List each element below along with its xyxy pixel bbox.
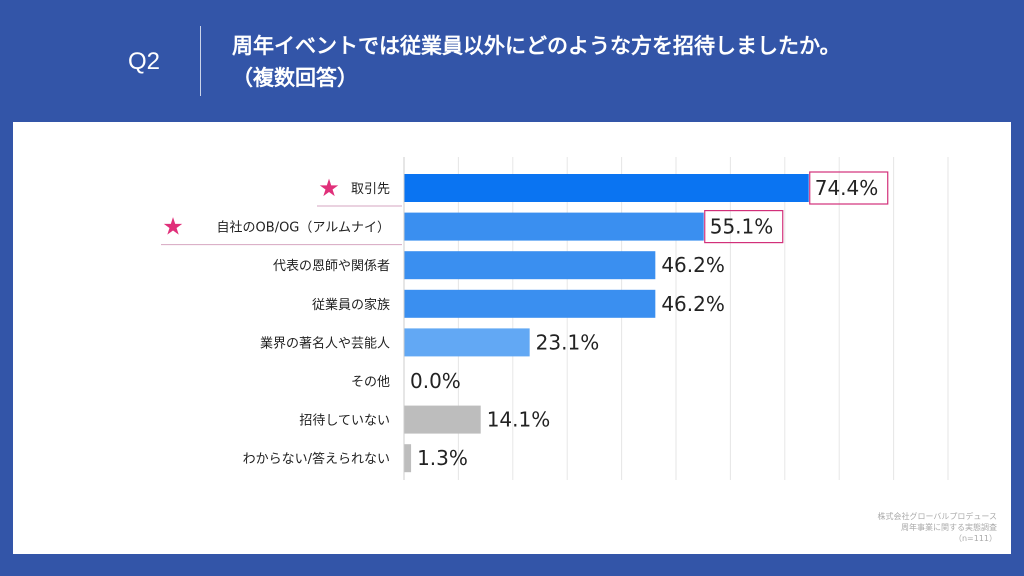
bar: [404, 289, 656, 318]
value-label: 23.1%: [536, 330, 600, 354]
value-label: 46.2%: [661, 292, 725, 316]
value-label: 46.2%: [661, 253, 725, 277]
value-highlight-box: [809, 171, 889, 205]
value-label: 74.4%: [815, 176, 879, 200]
bar: [404, 174, 809, 202]
question-title-line2: （複数回答）: [232, 66, 358, 90]
question-number: Q2: [128, 48, 161, 75]
category-label: その他: [351, 375, 390, 390]
category-label: 自社のOB/OG（アルムナイ）: [217, 220, 390, 236]
category-label: 従業員の家族: [312, 297, 390, 313]
bar: [404, 328, 530, 357]
bar: [404, 444, 412, 473]
value-label: 14.1%: [487, 408, 551, 432]
question-title-line1: 周年イベントでは従業員以外にどのような方を招待しましたか。: [232, 34, 841, 58]
value-label: 55.1%: [710, 215, 774, 239]
credit-sample-size: （n=111）: [953, 534, 997, 543]
value-label: 0.0%: [410, 369, 461, 393]
category-label: 取引先: [351, 182, 390, 197]
value-label: 1.3%: [417, 446, 468, 470]
category-label: わからない/答えられない: [243, 451, 390, 467]
credit-company: 株式会社グローバルプロデュース: [877, 512, 997, 521]
category-label: 代表の恩師や関係者: [273, 259, 390, 274]
bar: [404, 251, 656, 280]
credit: 株式会社グローバルプロデュース 周年事業に関する実態調査 （n=111）: [877, 511, 997, 544]
value-highlight-box: [704, 209, 784, 244]
bar: [404, 405, 481, 434]
credit-survey: 周年事業に関する実態調査: [901, 523, 997, 532]
category-label: 招待していない: [299, 414, 390, 429]
header-divider: [200, 26, 201, 96]
bar-chart: 取引先 74.4% ★ 自社のOB/OG（アルムナイ） 55.1% ★ 代表の恩師や関係者 4…: [161, 157, 949, 480]
question-title: 周年イベントでは従業員以外にどのような方を招待しましたか。 （複数回答）: [232, 30, 841, 94]
chart-panel: 取引先 74.4% ★ 自社のOB/OG（アルムナイ） 55.1% ★ 代表の恩師や関係者 4…: [13, 122, 1011, 554]
star-icon: ★: [162, 213, 184, 241]
bar: [404, 212, 704, 241]
category-label: 業界の著名人や芸能人: [260, 335, 390, 351]
star-icon: ★: [318, 174, 340, 202]
